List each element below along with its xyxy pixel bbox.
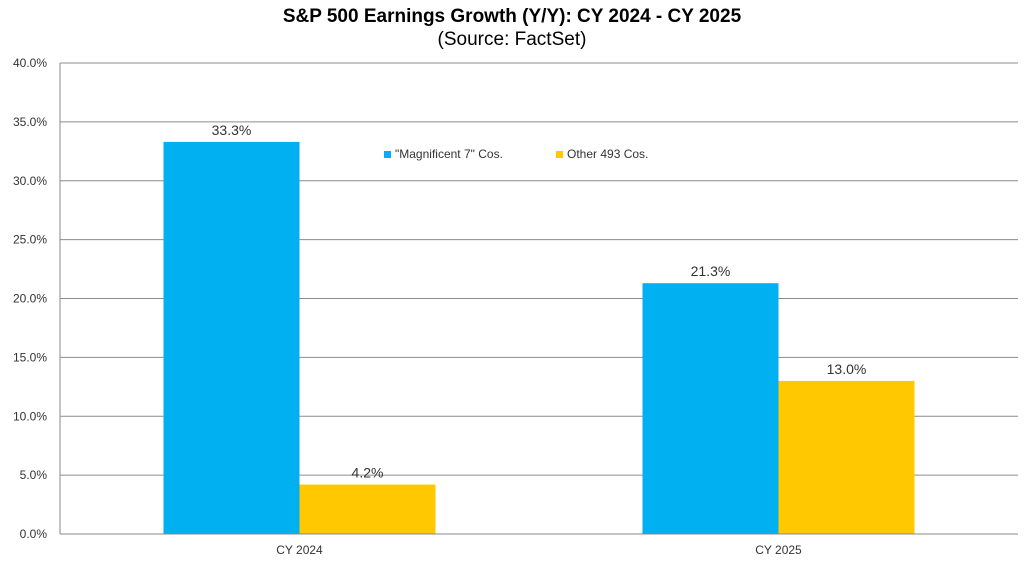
legend-swatch-magnificent-7	[384, 151, 391, 158]
bar	[299, 484, 436, 534]
bar	[163, 141, 300, 534]
legend-label-other-493: Other 493 Cos.	[567, 147, 648, 161]
chart-subtitle: (Source: FactSet)	[438, 29, 587, 50]
chart-title: S&P 500 Earnings Growth (Y/Y): CY 2024 -…	[283, 6, 742, 27]
data-label: 4.2%	[352, 465, 384, 481]
y-axis-ticks: 0.0% 5.0% 10.0% 15.0% 20.0% 25.0% 30.0% 35.0% 40…	[13, 56, 47, 541]
y-tick-label: 20.0%	[13, 292, 47, 306]
y-tick-label: 25.0%	[13, 233, 47, 247]
y-tick-label: 30.0%	[13, 174, 47, 188]
y-tick-label: 40.0%	[13, 56, 47, 70]
data-label: 33.3%	[212, 122, 252, 138]
y-tick-label: 15.0%	[13, 350, 47, 364]
y-tick-label: 0.0%	[20, 527, 48, 541]
legend: "Magnificent 7" Cos. Other 493 Cos.	[384, 147, 648, 161]
legend-swatch-other-493	[556, 151, 563, 158]
bar	[642, 283, 779, 534]
bars	[163, 141, 915, 534]
data-labels: 33.3% 4.2% 21.3% 13.0%	[212, 122, 867, 481]
x-axis-categories: CY 2024 CY 2025	[276, 543, 802, 557]
x-category-label: CY 2025	[755, 543, 802, 557]
legend-label-magnificent-7: "Magnificent 7" Cos.	[395, 147, 503, 161]
x-category-label: CY 2024	[276, 543, 323, 557]
y-tick-label: 10.0%	[13, 409, 47, 423]
data-label: 13.0%	[827, 361, 867, 377]
data-label: 21.3%	[691, 263, 731, 279]
y-tick-label: 5.0%	[20, 468, 48, 482]
bar	[778, 380, 915, 534]
y-tick-label: 35.0%	[13, 115, 47, 129]
